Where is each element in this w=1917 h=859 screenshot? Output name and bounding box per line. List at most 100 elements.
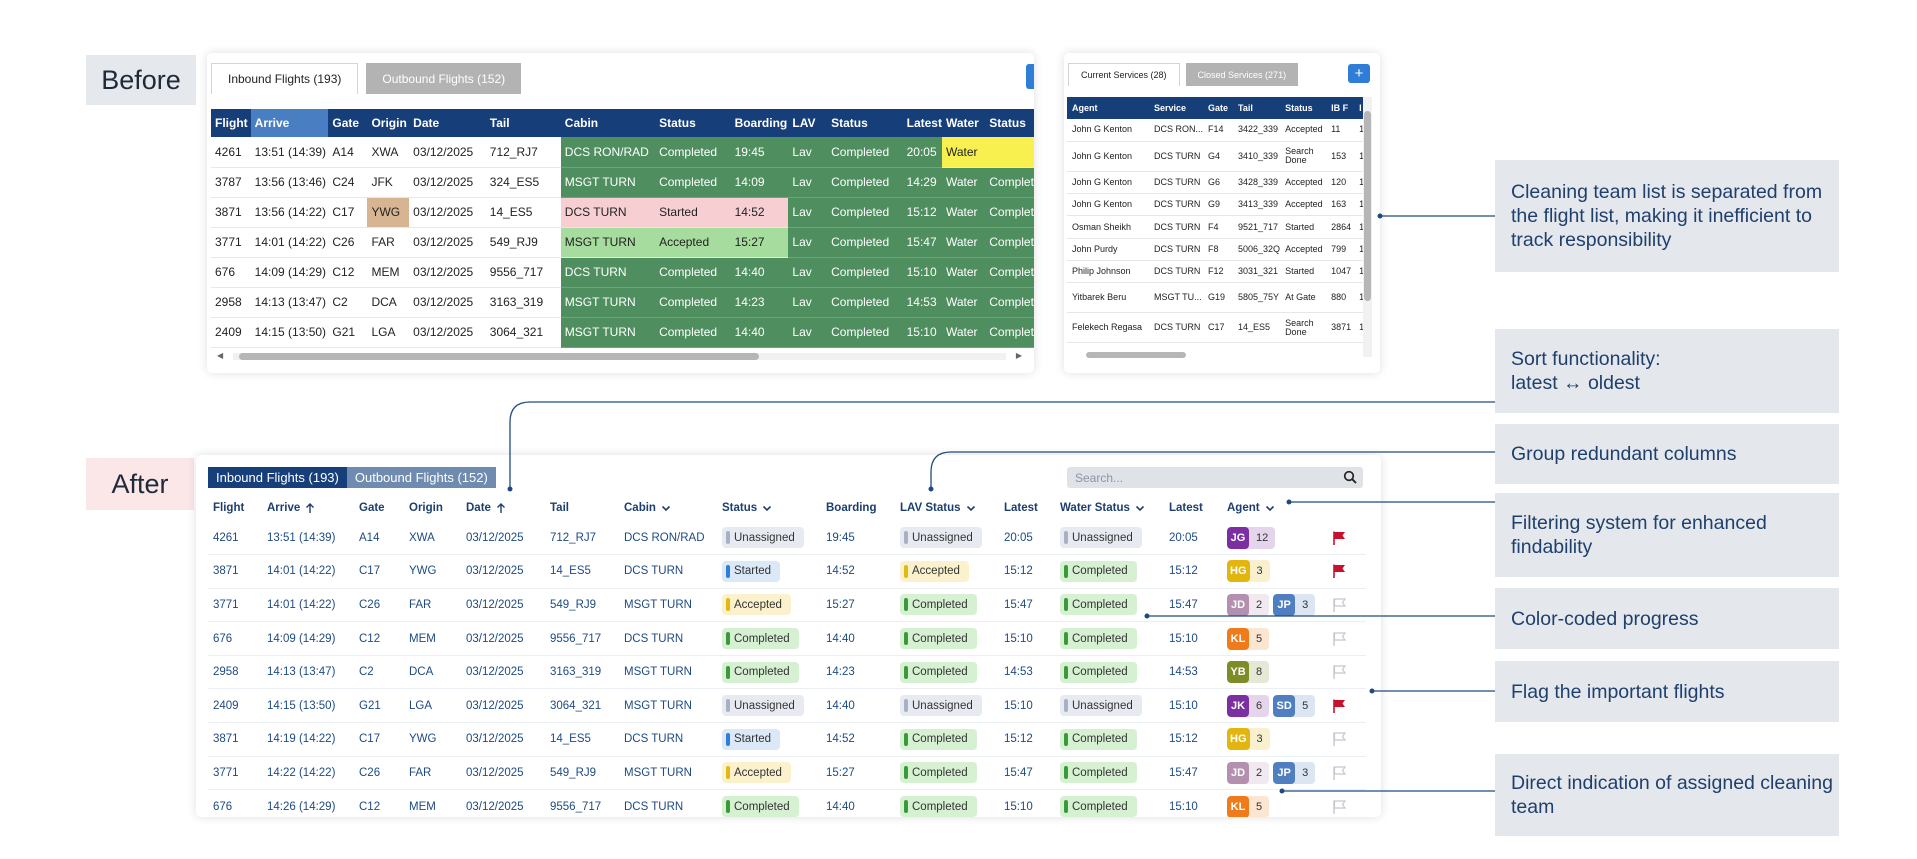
old-col-header[interactable]: Water [941, 109, 986, 137]
table-row[interactable]: 3771 14:01 (14:22) C26 FAR 03/12/2025 549_RJ9… [208, 588, 1366, 623]
scroll-right-arrow-icon[interactable]: ▶ [1015, 351, 1022, 360]
table-row[interactable]: 2958 14:13 (13:47) C2 DCA 03/12/2025 3163_319… [211, 287, 1034, 318]
vertical-scrollbar-services[interactable] [1363, 97, 1372, 357]
agent-badge[interactable]: JD 2 [1227, 761, 1270, 784]
agent-badge[interactable]: JK 6 [1227, 694, 1270, 717]
new-col-header[interactable]: Cabin [619, 495, 717, 521]
new-col-header[interactable]: Status [717, 495, 821, 521]
table-row[interactable]: 4261 13:51 (14:39) A14 XWA 03/12/2025 712_RJ7… [208, 521, 1366, 556]
agent-badge[interactable]: KL 5 [1227, 795, 1270, 817]
tab-inbound-flights-old[interactable]: Inbound Flights (193) [211, 63, 359, 94]
old-col-header[interactable]: LAV [788, 109, 828, 137]
old-col-header[interactable]: Flight [211, 109, 251, 137]
table-row[interactable]: 3787 13:56 (13:46) C24 JFK 03/12/2025 324_ES5… [211, 167, 1034, 198]
old-col-header[interactable]: Status [985, 109, 1034, 137]
new-col-header[interactable] [1326, 495, 1366, 521]
sort-arrow-up-icon[interactable] [304, 502, 316, 514]
service-col-header[interactable]: Service [1149, 97, 1204, 119]
add-button-old[interactable] [1026, 64, 1034, 89]
tab-outbound-flights[interactable]: Outbound Flights (152) [346, 467, 496, 488]
service-col-header[interactable]: Gate [1203, 97, 1234, 119]
service-col-header[interactable]: Status [1280, 97, 1327, 119]
table-row[interactable]: 3771 14:22 (14:22) C26 FAR 03/12/2025 549_RJ9… [208, 756, 1366, 791]
search-icon[interactable] [1343, 470, 1357, 484]
table-row[interactable]: John G Kenton DCS TURN G9 3413_339 Accepted 1… [1067, 193, 1365, 217]
new-col-header[interactable]: LAV Status [895, 495, 999, 521]
flag-outline-icon[interactable] [1331, 731, 1347, 747]
filter-chevron-down-icon[interactable] [965, 502, 977, 514]
agent-badge[interactable]: HG 3 [1227, 560, 1270, 583]
service-col-header[interactable]: Agent [1067, 97, 1149, 119]
new-col-header[interactable]: Date [461, 495, 545, 521]
old-col-header[interactable]: Gate [328, 109, 368, 137]
table-row[interactable]: Felekech Regasa DCS TURN C17 14_ES5 Search D… [1067, 312, 1365, 344]
flag-outline-icon[interactable] [1331, 799, 1347, 815]
filter-chevron-down-icon[interactable] [1264, 502, 1276, 514]
add-service-button[interactable]: + [1348, 64, 1370, 83]
flag-filled-icon[interactable] [1331, 563, 1347, 579]
service-col-header[interactable]: I [1354, 97, 1365, 119]
table-row[interactable]: 2409 14:15 (13:50) G21 LGA 03/12/2025 3064_32… [211, 317, 1034, 348]
service-col-header[interactable]: Tail [1233, 97, 1281, 119]
table-row[interactable]: 2409 14:15 (13:50) G21 LGA 03/12/2025 3064_32… [208, 688, 1366, 724]
new-col-header[interactable]: Latest [999, 495, 1055, 521]
agent-badge[interactable]: JD 2 [1227, 593, 1270, 616]
horizontal-scrollbar-services[interactable] [1078, 351, 1363, 359]
table-row[interactable]: John G Kenton DCS TURN G4 3410_339 Search Do… [1067, 141, 1365, 172]
table-row[interactable]: 2958 14:13 (13:47) C2 DCA 03/12/2025 3163_319… [208, 655, 1366, 690]
sort-arrow-up-icon[interactable] [495, 502, 507, 514]
table-row[interactable]: Philip Johnson DCS TURN F12 3031_321 Started… [1067, 260, 1365, 284]
new-col-header[interactable]: Water Status [1055, 495, 1164, 521]
table-row[interactable]: 676 14:26 (14:29) C12 MEM 03/12/2025 9556_717… [208, 789, 1366, 817]
horizontal-scrollbar-old[interactable]: ◀ ▶ [217, 351, 1022, 361]
table-row[interactable]: John Purdy DCS TURN F8 5006_32Q Accepted 799 1 [1067, 238, 1365, 261]
table-row[interactable]: 3871 14:19 (14:22) C17 YWG 03/12/2025 14_ES5 D… [208, 722, 1366, 757]
flag-outline-icon[interactable] [1331, 631, 1347, 647]
tab-inbound-flights[interactable]: Inbound Flights (193) [208, 467, 347, 488]
flag-outline-icon[interactable] [1331, 597, 1347, 613]
old-col-header[interactable]: Arrive [250, 109, 329, 137]
old-col-header[interactable]: Tail [485, 109, 561, 137]
old-col-header[interactable]: Date [409, 109, 486, 137]
old-col-header[interactable]: Cabin [560, 109, 656, 137]
new-col-header[interactable]: Flight [208, 495, 262, 521]
filter-chevron-down-icon[interactable] [1134, 502, 1146, 514]
new-col-header[interactable]: Latest [1164, 495, 1222, 521]
agent-badge[interactable]: YB 8 [1227, 661, 1270, 684]
agent-badge[interactable]: JP 3 [1273, 593, 1316, 616]
flag-filled-icon[interactable] [1331, 530, 1347, 546]
table-row[interactable]: John G Kenton DCS TURN G6 3428_339 Accepted 1… [1067, 171, 1365, 195]
agent-badge[interactable]: JG 12 [1227, 526, 1276, 549]
old-col-header[interactable]: Boarding [730, 109, 789, 137]
scroll-left-arrow-icon[interactable]: ◀ [217, 351, 224, 360]
flag-outline-icon[interactable] [1331, 765, 1347, 781]
old-col-header[interactable]: Latest [902, 109, 942, 137]
table-row[interactable]: John G Kenton DCS RON... F14 3422_339 Accept… [1067, 119, 1365, 142]
new-col-header[interactable]: Origin [404, 495, 461, 521]
new-col-header[interactable]: Gate [354, 495, 404, 521]
table-row[interactable]: Yitbarek Beru MSGT TU... G19 5805_75Y At Gat… [1067, 282, 1365, 314]
table-row[interactable]: Osman Sheikh DCS TURN F4 9521_717 Started 286… [1067, 215, 1365, 239]
table-row[interactable]: 4261 13:51 (14:39) A14 XWA 03/12/2025 712_RJ7… [211, 137, 1034, 168]
tab-outbound-flights-old[interactable]: Outbound Flights (152) [366, 63, 522, 94]
filter-chevron-down-icon[interactable] [761, 502, 773, 514]
agent-badge[interactable]: JP 3 [1273, 761, 1316, 784]
agent-badge[interactable]: SD 5 [1273, 694, 1316, 717]
new-col-header[interactable]: Boarding [821, 495, 895, 521]
flag-filled-icon[interactable] [1331, 698, 1347, 714]
search-input[interactable]: Search... [1067, 467, 1363, 488]
table-row[interactable]: 676 14:09 (14:29) C12 MEM 03/12/2025 9556_717… [211, 257, 1034, 288]
old-col-header[interactable]: Status [827, 109, 903, 137]
tab-closed-services[interactable]: Closed Services (271) [1185, 63, 1299, 86]
new-col-header[interactable]: Arrive [262, 495, 354, 521]
table-row[interactable]: 676 14:09 (14:29) C12 MEM 03/12/2025 9556_717… [208, 621, 1366, 656]
old-col-header[interactable]: Origin [367, 109, 410, 137]
table-row[interactable]: 3771 14:01 (14:22) C26 FAR 03/12/2025 549_RJ9… [211, 227, 1034, 258]
filter-chevron-down-icon[interactable] [660, 502, 672, 514]
table-row[interactable]: 3871 13:56 (14:22) C17 YWG 03/12/2025 14_ES5 D… [211, 197, 1034, 228]
old-col-header[interactable]: Status [655, 109, 731, 137]
new-col-header[interactable]: Agent [1222, 495, 1326, 521]
table-row[interactable]: 3871 14:01 (14:22) C17 YWG 03/12/2025 14_ES5 D… [208, 554, 1366, 589]
new-col-header[interactable]: Tail [545, 495, 619, 521]
flag-outline-icon[interactable] [1331, 664, 1347, 680]
